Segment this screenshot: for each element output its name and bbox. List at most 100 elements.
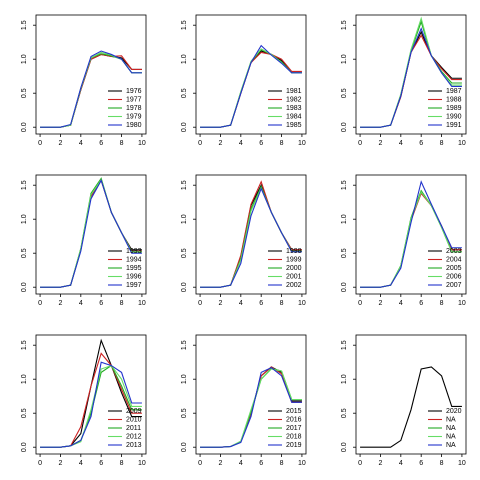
x-tick-label: 0 — [38, 140, 42, 147]
y-tick-label: 0.5 — [21, 88, 28, 98]
x-tick-label: 2 — [58, 300, 62, 307]
x-tick-label: 6 — [259, 460, 263, 467]
x-tick-label: 0 — [38, 300, 42, 307]
x-tick-label: 2 — [218, 460, 222, 467]
plot-frame — [195, 14, 307, 135]
legend-label: 2003 — [446, 248, 462, 255]
y-tick-label: 0.0 — [21, 442, 28, 452]
x-tick-label: 10 — [298, 460, 306, 467]
series-line — [360, 366, 462, 448]
y-tick-label: 0.5 — [181, 408, 188, 418]
y-tick-label: 1.5 — [181, 340, 188, 350]
legend-label: NA — [446, 442, 456, 449]
y-tick-label: 1.0 — [341, 374, 348, 384]
x-tick-label: 2 — [218, 140, 222, 147]
legend-label: 1977 — [126, 96, 142, 103]
x-tick-label: 4 — [399, 300, 403, 307]
legend-label: 2020 — [446, 408, 462, 415]
x-tick-label: 2 — [378, 460, 382, 467]
series-line — [360, 180, 462, 288]
y-tick-label: 1.5 — [341, 20, 348, 30]
plot-frame — [355, 14, 467, 135]
plot-frame — [195, 334, 307, 455]
x-tick-label: 6 — [259, 140, 263, 147]
y-tick-label: 0.5 — [341, 408, 348, 418]
x-tick-label: 4 — [399, 460, 403, 467]
legend-label: 1998 — [286, 248, 302, 255]
x-tick-label: 8 — [120, 460, 124, 467]
y-tick-label: 0.5 — [181, 248, 188, 258]
legend-label: 1994 — [126, 256, 142, 263]
x-tick-label: 10 — [458, 460, 466, 467]
legend-label: 2007 — [446, 282, 462, 289]
series-line — [200, 185, 302, 288]
x-tick-label: 6 — [259, 300, 263, 307]
legend-label: 1976 — [126, 88, 142, 95]
x-tick-label: 0 — [38, 460, 42, 467]
series-line — [40, 50, 142, 128]
y-tick-label: 1.0 — [341, 214, 348, 224]
legend-label: NA — [446, 433, 456, 440]
legend-label: 1999 — [286, 256, 302, 263]
series-line — [200, 183, 302, 288]
x-tick-label: 6 — [99, 300, 103, 307]
x-tick-label: 6 — [99, 460, 103, 467]
y-tick-label: 0.0 — [341, 122, 348, 132]
legend-label: 1982 — [286, 96, 302, 103]
y-tick-label: 1.0 — [21, 214, 28, 224]
legend-label: 1978 — [126, 105, 142, 112]
x-tick-label: 0 — [198, 460, 202, 467]
series-line — [200, 366, 302, 448]
y-tick-label: 0.0 — [21, 282, 28, 292]
legend-label: 1990 — [446, 113, 462, 120]
legend-label: 1996 — [126, 273, 142, 280]
y-tick-label: 1.5 — [341, 340, 348, 350]
x-tick-label: 2 — [378, 140, 382, 147]
legend-label: 1985 — [286, 122, 302, 129]
legend-label: 2012 — [126, 433, 142, 440]
y-tick-label: 1.0 — [181, 214, 188, 224]
legend-label: 2011 — [126, 425, 141, 432]
y-tick-label: 0.0 — [181, 122, 188, 132]
x-tick-label: 6 — [419, 300, 423, 307]
x-tick-label: 4 — [239, 140, 243, 147]
y-tick-label: 1.5 — [181, 180, 188, 190]
legend-label: 1988 — [446, 96, 462, 103]
legend-label: 2013 — [126, 442, 142, 449]
y-tick-label: 0.0 — [181, 282, 188, 292]
y-tick-label: 1.0 — [341, 54, 348, 64]
legend-label: 1981 — [286, 88, 302, 95]
x-tick-label: 4 — [239, 460, 243, 467]
legend-label: 2002 — [286, 282, 302, 289]
legend-label: 2001 — [286, 273, 302, 280]
x-tick-label: 8 — [280, 460, 284, 467]
series-line — [40, 179, 142, 288]
plot-frame — [35, 174, 147, 295]
x-tick-label: 0 — [198, 140, 202, 147]
y-tick-label: 1.0 — [181, 54, 188, 64]
x-tick-label: 8 — [440, 460, 444, 467]
legend-label: 2018 — [286, 433, 302, 440]
x-tick-label: 2 — [58, 140, 62, 147]
x-tick-label: 8 — [280, 300, 284, 307]
x-tick-label: 6 — [99, 140, 103, 147]
y-tick-label: 1.5 — [21, 180, 28, 190]
plot-frame — [195, 174, 307, 295]
x-tick-label: 8 — [120, 300, 124, 307]
legend-label: 2000 — [286, 265, 302, 272]
x-tick-label: 4 — [79, 300, 83, 307]
legend-label: 1980 — [126, 122, 142, 129]
y-tick-label: 1.5 — [341, 180, 348, 190]
y-tick-label: 1.5 — [21, 340, 28, 350]
x-tick-label: 10 — [298, 300, 306, 307]
y-tick-label: 0.5 — [21, 248, 28, 258]
legend-label: NA — [446, 416, 456, 423]
legend-label: 2009 — [126, 408, 142, 415]
legend-label: 2017 — [286, 425, 302, 432]
legend-label: 1989 — [446, 105, 462, 112]
y-tick-label: 1.5 — [21, 20, 28, 30]
x-tick-label: 8 — [120, 140, 124, 147]
y-tick-label: 1.0 — [21, 54, 28, 64]
y-tick-label: 0.5 — [181, 88, 188, 98]
